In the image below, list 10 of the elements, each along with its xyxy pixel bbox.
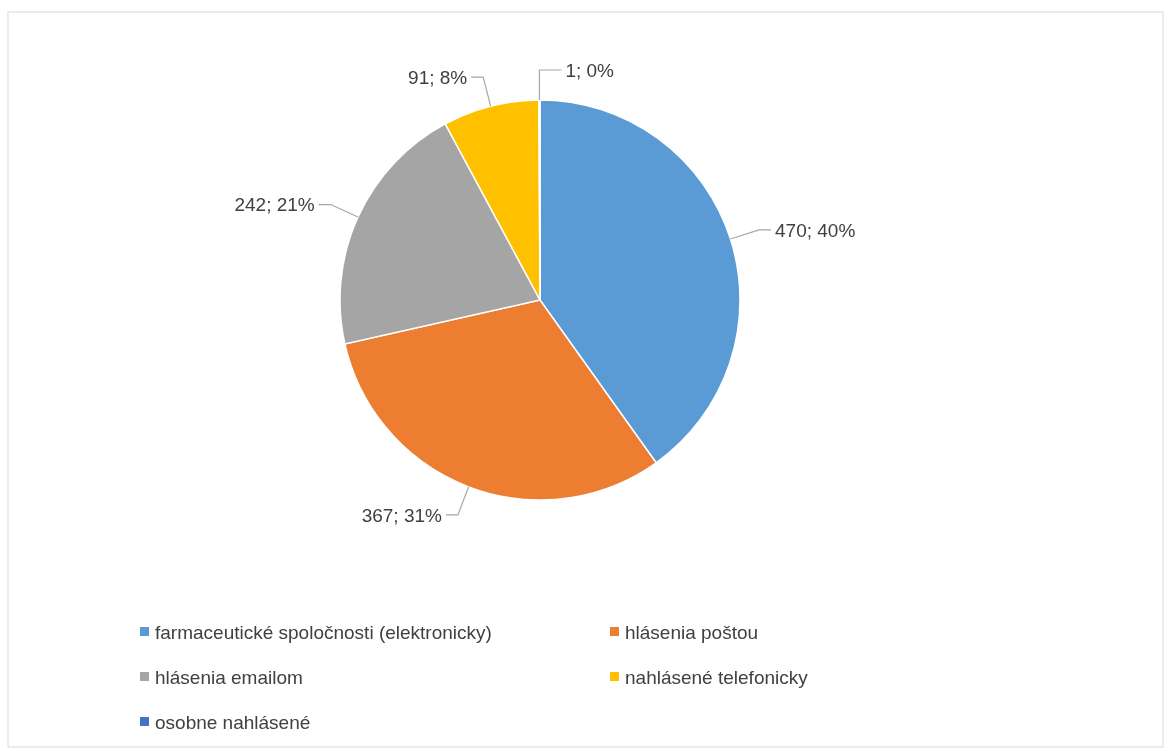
data-label: 91; 8% — [408, 66, 468, 88]
legend-label: hlásenia emailom — [155, 666, 303, 688]
data-label: 367; 31% — [361, 504, 443, 526]
data-label: 470; 40% — [775, 219, 856, 241]
legend-label: farmaceutické spoločnosti (elektronicky) — [155, 621, 492, 643]
legend-label: nahlásené telefonicky — [625, 666, 809, 688]
legend-label: hlásenia poštou — [625, 621, 759, 643]
data-label: 242; 21% — [234, 194, 315, 216]
legend-label: osobne nahlásené — [155, 711, 311, 733]
data-label: 1; 0% — [565, 59, 615, 81]
